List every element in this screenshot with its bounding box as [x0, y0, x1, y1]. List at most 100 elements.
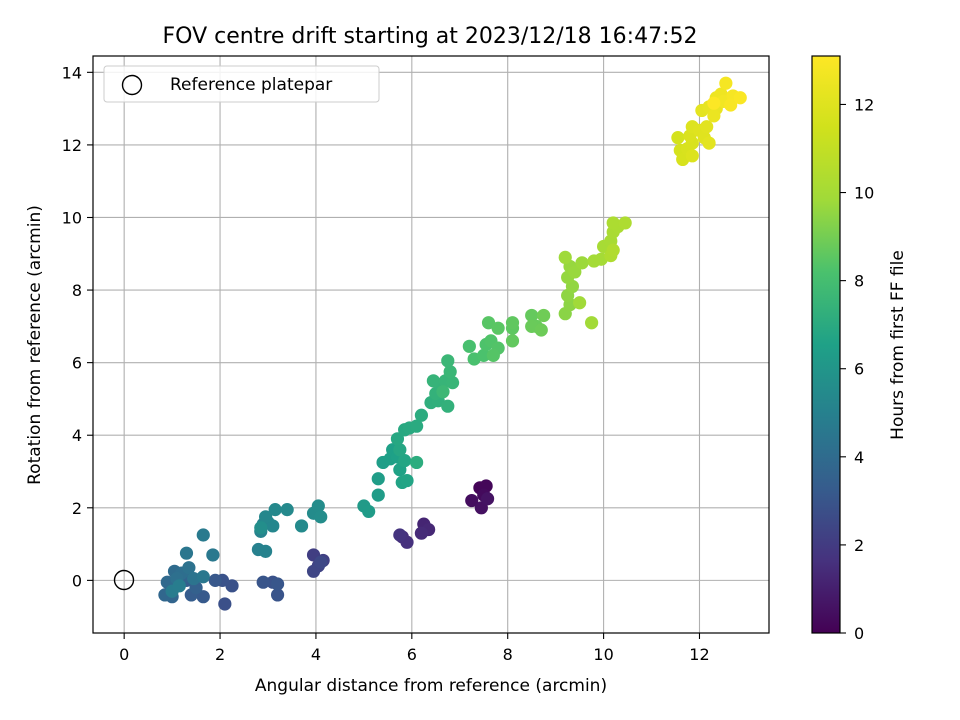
data-point: [585, 316, 599, 330]
colorbar-tick-label: 0: [854, 624, 864, 643]
x-tick-label: 4: [311, 645, 321, 664]
data-point: [306, 564, 321, 578]
colorbar-ticks: 0 2 4 6 8 10 12: [840, 95, 874, 643]
x-axis-label: Angular distance from reference (arcmin): [255, 676, 607, 696]
x-axis-ticks: 0 2 4 6 8 10 12: [119, 633, 710, 664]
data-point: [393, 528, 407, 542]
plot-frame: [92, 55, 770, 634]
data-point: [314, 555, 328, 569]
data-point: [270, 588, 285, 602]
data-point: [573, 296, 587, 310]
colorbar-label: Hours from first FF file: [888, 250, 908, 440]
data-point: [441, 399, 455, 413]
colorbar-gradient: [811, 55, 841, 634]
data-point: [182, 561, 196, 575]
data-point: [362, 504, 376, 519]
data-point: [486, 348, 500, 362]
legend: Reference platepar: [103, 65, 380, 103]
colorbar-tick-label: 4: [854, 448, 864, 467]
data-point: [206, 548, 220, 562]
data-point: [618, 216, 632, 230]
data-point: [702, 136, 716, 150]
colorbar-tick-label: 10: [854, 184, 874, 203]
data-point: [477, 348, 491, 362]
data-points: [158, 76, 747, 611]
data-point: [390, 432, 405, 446]
data-point: [258, 544, 273, 558]
chart-title: FOV centre drift starting at 2023/12/18 …: [163, 24, 698, 49]
data-point: [225, 579, 239, 593]
y-tick-label: 12: [62, 136, 82, 155]
data-point: [268, 503, 282, 517]
data-point: [270, 577, 285, 591]
x-tick-label: 6: [407, 645, 417, 664]
data-point: [568, 265, 582, 279]
data-point: [465, 493, 479, 508]
y-tick-label: 10: [62, 208, 82, 227]
data-point: [400, 473, 414, 488]
data-point: [314, 510, 328, 524]
data-point: [443, 365, 457, 379]
x-tick-label: 12: [689, 645, 709, 664]
data-point: [733, 91, 747, 105]
data-point: [700, 120, 714, 134]
data-point: [491, 321, 505, 335]
data-point: [414, 408, 429, 422]
data-point: [481, 316, 496, 330]
data-point: [294, 519, 309, 533]
data-point: [218, 597, 232, 611]
data-point: [534, 323, 548, 337]
y-axis-ticks: 0 2 4 6 8 10 12 14: [62, 63, 93, 590]
x-tick-label: 2: [215, 645, 225, 664]
colorbar-tick-label: 8: [854, 272, 864, 291]
grid-lines: [93, 56, 769, 633]
data-point: [441, 354, 455, 368]
data-point: [480, 492, 495, 506]
data-point: [537, 308, 551, 323]
data-point: [371, 488, 385, 502]
data-point: [410, 455, 424, 470]
data-point: [685, 149, 699, 163]
data-point: [426, 374, 440, 388]
x-tick-label: 0: [119, 645, 129, 664]
data-point: [414, 526, 429, 540]
data-point: [196, 570, 210, 584]
data-point: [398, 454, 412, 468]
data-point: [280, 503, 294, 517]
y-tick-label: 14: [62, 63, 82, 82]
data-point: [258, 510, 273, 524]
data-point: [196, 590, 210, 604]
data-point: [606, 216, 620, 230]
data-point: [393, 443, 407, 457]
legend-marker: [121, 74, 143, 96]
data-point: [707, 109, 721, 123]
reference-marker: [113, 569, 135, 591]
data-point: [172, 579, 186, 593]
data-point: [254, 521, 268, 535]
data-point: [208, 573, 222, 587]
y-tick-label: 8: [72, 281, 82, 300]
data-point: [462, 339, 476, 353]
legend-label: Reference platepar: [170, 75, 332, 95]
data-point: [256, 575, 270, 589]
data-point: [410, 419, 424, 433]
colorbar: 0 2 4 6 8 10 12 Hours from first FF file: [811, 55, 908, 643]
data-point: [575, 256, 589, 270]
data-point: [445, 376, 460, 390]
colorbar-tick-label: 12: [854, 95, 874, 114]
data-point: [671, 131, 685, 145]
data-point: [724, 98, 738, 112]
data-point: [266, 519, 280, 533]
data-point: [525, 308, 539, 323]
y-tick-label: 0: [72, 571, 82, 590]
data-point: [707, 96, 721, 110]
data-point: [505, 316, 520, 330]
data-point: [196, 528, 210, 542]
legend-box: [103, 65, 380, 103]
y-tick-label: 2: [72, 499, 82, 518]
data-point: [558, 250, 572, 265]
colorbar-tick-label: 2: [854, 536, 864, 555]
data-point: [719, 76, 733, 90]
y-axis-label: Rotation from reference (arcmin): [25, 205, 45, 485]
